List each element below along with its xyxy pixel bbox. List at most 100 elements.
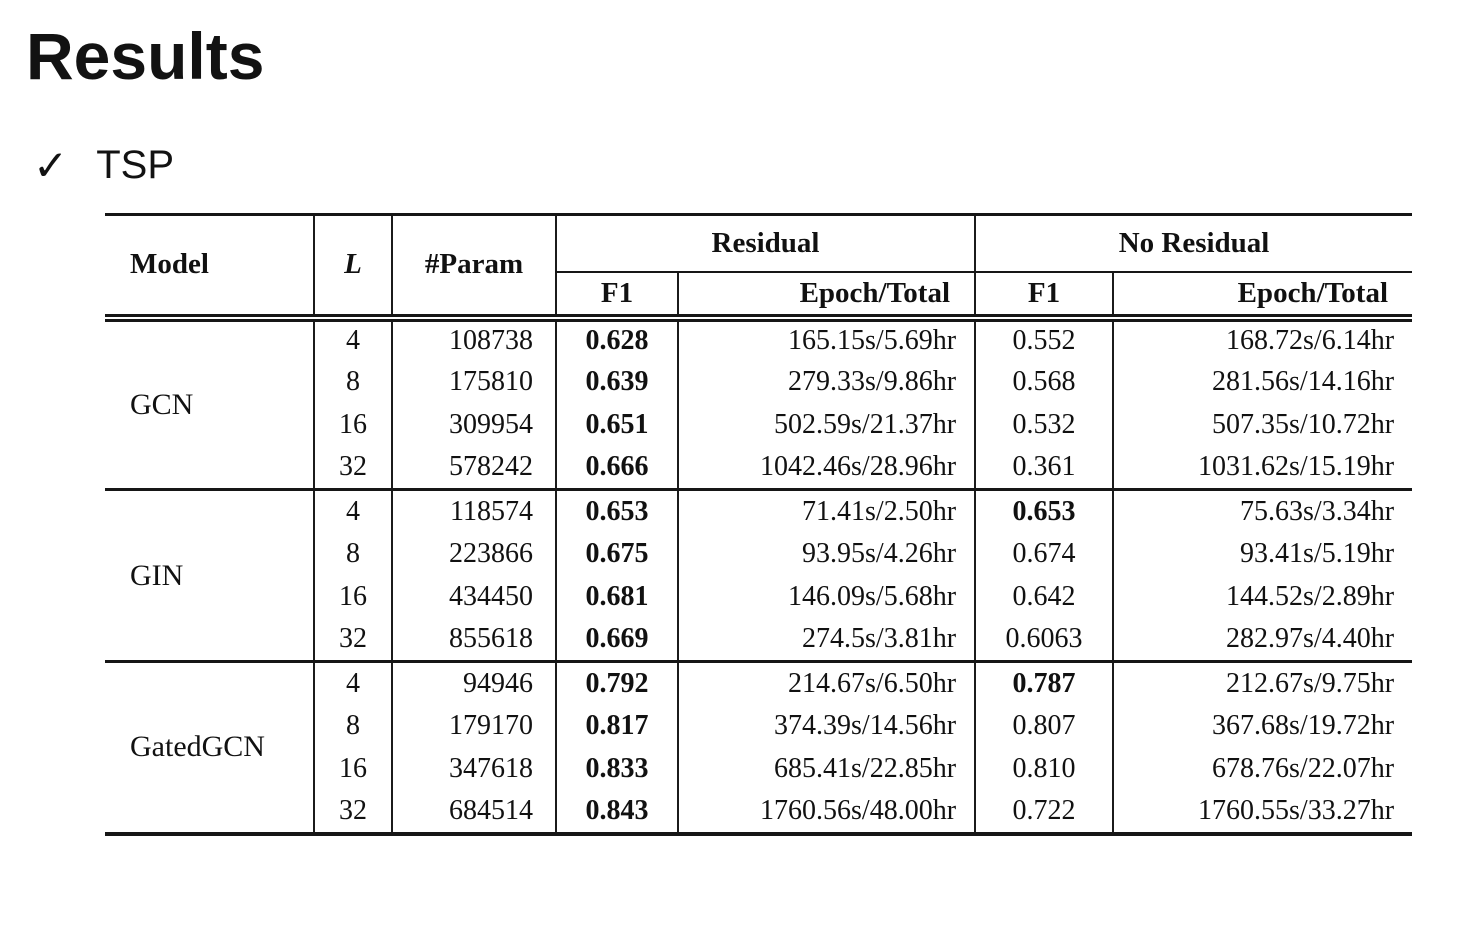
cell-nores-time: 75.63s/3.34hr [1112, 489, 1413, 533]
cell-res-f1: 0.792 [555, 661, 678, 705]
checkmark-icon: ✓ [33, 141, 69, 189]
results-table: Model L #Param Residual No Residual F1 E… [105, 213, 1413, 836]
table-row: 16 434450 0.681 146.09s/5.68hr 0.642 144… [105, 575, 1413, 619]
cell-res-f1: 0.666 [555, 446, 678, 490]
cell-layers: 16 [313, 403, 392, 447]
cell-res-time: 374.39s/14.56hr [676, 704, 976, 748]
cell-res-time: 274.5s/3.81hr [676, 618, 976, 662]
model-name: GIN [130, 558, 184, 592]
group-gin: GIN 4 118574 0.653 71.41s/2.50hr 0.653 7… [105, 489, 1413, 662]
cell-nores-f1: 0.642 [974, 575, 1114, 619]
table-row: GCN 4 108738 0.628 165.15s/5.69hr 0.552 … [105, 317, 1413, 421]
table-row: GIN 4 118574 0.653 71.41s/2.50hr 0.653 7… [105, 489, 1413, 592]
table-row: 8 175810 0.639 279.33s/9.86hr 0.568 281.… [105, 360, 1413, 404]
cell-params: 434450 [391, 575, 556, 619]
cell-layers: 4 [313, 489, 392, 533]
header-layers: L [313, 214, 392, 318]
cell-layers: 8 [313, 532, 392, 576]
cell-res-time: 1042.46s/28.96hr [676, 446, 976, 490]
cell-layers: 4 [313, 661, 392, 705]
cell-res-time: 279.33s/9.86hr [676, 360, 976, 404]
cell-nores-time: 144.52s/2.89hr [1112, 575, 1413, 619]
header-params: #Param [391, 214, 556, 318]
header-residual-f1: F1 [555, 271, 678, 318]
cell-res-f1: 0.628 [555, 317, 678, 361]
header-residual-epoch-total: Epoch/Total [676, 271, 976, 318]
model-name: GatedGCN [130, 730, 265, 764]
model-name: GCN [130, 387, 194, 421]
cell-res-f1: 0.817 [555, 704, 678, 748]
cell-nores-time: 281.56s/14.16hr [1112, 360, 1413, 404]
cell-nores-f1: 0.6063 [974, 618, 1114, 662]
cell-layers: 32 [313, 618, 392, 662]
cell-res-f1: 0.675 [555, 532, 678, 576]
cell-params: 223866 [391, 532, 556, 576]
cell-nores-f1: 0.532 [974, 403, 1114, 447]
cell-params: 175810 [391, 360, 556, 404]
table-row: 16 347618 0.833 685.41s/22.85hr 0.810 67… [105, 747, 1413, 791]
cell-params: 94946 [391, 661, 556, 705]
cell-res-time: 93.95s/4.26hr [676, 532, 976, 576]
cell-nores-time: 93.41s/5.19hr [1112, 532, 1413, 576]
table-row: 16 309954 0.651 502.59s/21.37hr 0.532 50… [105, 403, 1413, 447]
header-noresidual-epoch-total: Epoch/Total [1112, 271, 1413, 318]
cell-res-f1: 0.653 [555, 489, 678, 533]
cell-res-f1: 0.843 [555, 790, 678, 834]
cell-res-time: 214.67s/6.50hr [676, 661, 976, 705]
cell-res-f1: 0.669 [555, 618, 678, 662]
header-group-no-residual: No Residual [974, 214, 1413, 273]
cell-res-f1: 0.833 [555, 747, 678, 791]
cell-layers: 32 [313, 790, 392, 834]
cell-layers: 32 [313, 446, 392, 490]
cell-nores-f1: 0.653 [974, 489, 1114, 533]
cell-res-time: 685.41s/22.85hr [676, 747, 976, 791]
bullet-label: TSP [96, 143, 174, 187]
cell-res-f1: 0.681 [555, 575, 678, 619]
cell-nores-time: 168.72s/6.14hr [1112, 317, 1413, 361]
bullet-tsp: ✓ TSP [33, 143, 174, 188]
cell-res-time: 1760.56s/48.00hr [676, 790, 976, 834]
header-noresidual-f1: F1 [974, 271, 1114, 318]
cell-nores-f1: 0.568 [974, 360, 1114, 404]
cell-res-time: 502.59s/21.37hr [676, 403, 976, 447]
table-row: 32 855618 0.669 274.5s/3.81hr 0.6063 282… [105, 618, 1413, 662]
cell-params: 179170 [391, 704, 556, 748]
cell-nores-f1: 0.552 [974, 317, 1114, 361]
group-gcn: GCN 4 108738 0.628 165.15s/5.69hr 0.552 … [105, 317, 1413, 490]
group-gatedgcn: GatedGCN 4 94946 0.792 214.67s/6.50hr 0.… [105, 661, 1413, 834]
table-row: GatedGCN 4 94946 0.792 214.67s/6.50hr 0.… [105, 661, 1413, 763]
cell-nores-f1: 0.787 [974, 661, 1114, 705]
table-row: 32 684514 0.843 1760.56s/48.00hr 0.722 1… [105, 790, 1413, 834]
cell-nores-f1: 0.361 [974, 446, 1114, 490]
cell-res-time: 165.15s/5.69hr [676, 317, 976, 361]
cell-nores-time: 282.97s/4.40hr [1112, 618, 1413, 662]
table-row: 8 179170 0.817 374.39s/14.56hr 0.807 367… [105, 704, 1413, 748]
cell-params: 118574 [391, 489, 556, 533]
page-title: Results [26, 19, 265, 93]
cell-nores-f1: 0.810 [974, 747, 1114, 791]
table-header: Model L #Param Residual No Residual F1 E… [105, 214, 1413, 318]
cell-nores-time: 507.35s/10.72hr [1112, 403, 1413, 447]
cell-nores-f1: 0.674 [974, 532, 1114, 576]
cell-layers: 16 [313, 575, 392, 619]
cell-layers: 8 [313, 704, 392, 748]
cell-res-time: 71.41s/2.50hr [676, 489, 976, 533]
cell-nores-time: 367.68s/19.72hr [1112, 704, 1413, 748]
cell-layers: 8 [313, 360, 392, 404]
cell-params: 578242 [391, 446, 556, 490]
cell-nores-time: 1031.62s/15.19hr [1112, 446, 1413, 490]
cell-res-time: 146.09s/5.68hr [676, 575, 976, 619]
cell-params: 309954 [391, 403, 556, 447]
cell-nores-time: 678.76s/22.07hr [1112, 747, 1413, 791]
cell-nores-f1: 0.807 [974, 704, 1114, 748]
cell-params: 684514 [391, 790, 556, 834]
header-group-residual: Residual [554, 214, 976, 273]
cell-layers: 16 [313, 747, 392, 791]
header-model: Model [130, 248, 209, 281]
cell-layers: 4 [313, 317, 392, 361]
cell-params: 855618 [391, 618, 556, 662]
cell-nores-time: 212.67s/9.75hr [1112, 661, 1413, 705]
cell-params: 347618 [391, 747, 556, 791]
cell-nores-time: 1760.55s/33.27hr [1112, 790, 1413, 834]
cell-res-f1: 0.651 [555, 403, 678, 447]
